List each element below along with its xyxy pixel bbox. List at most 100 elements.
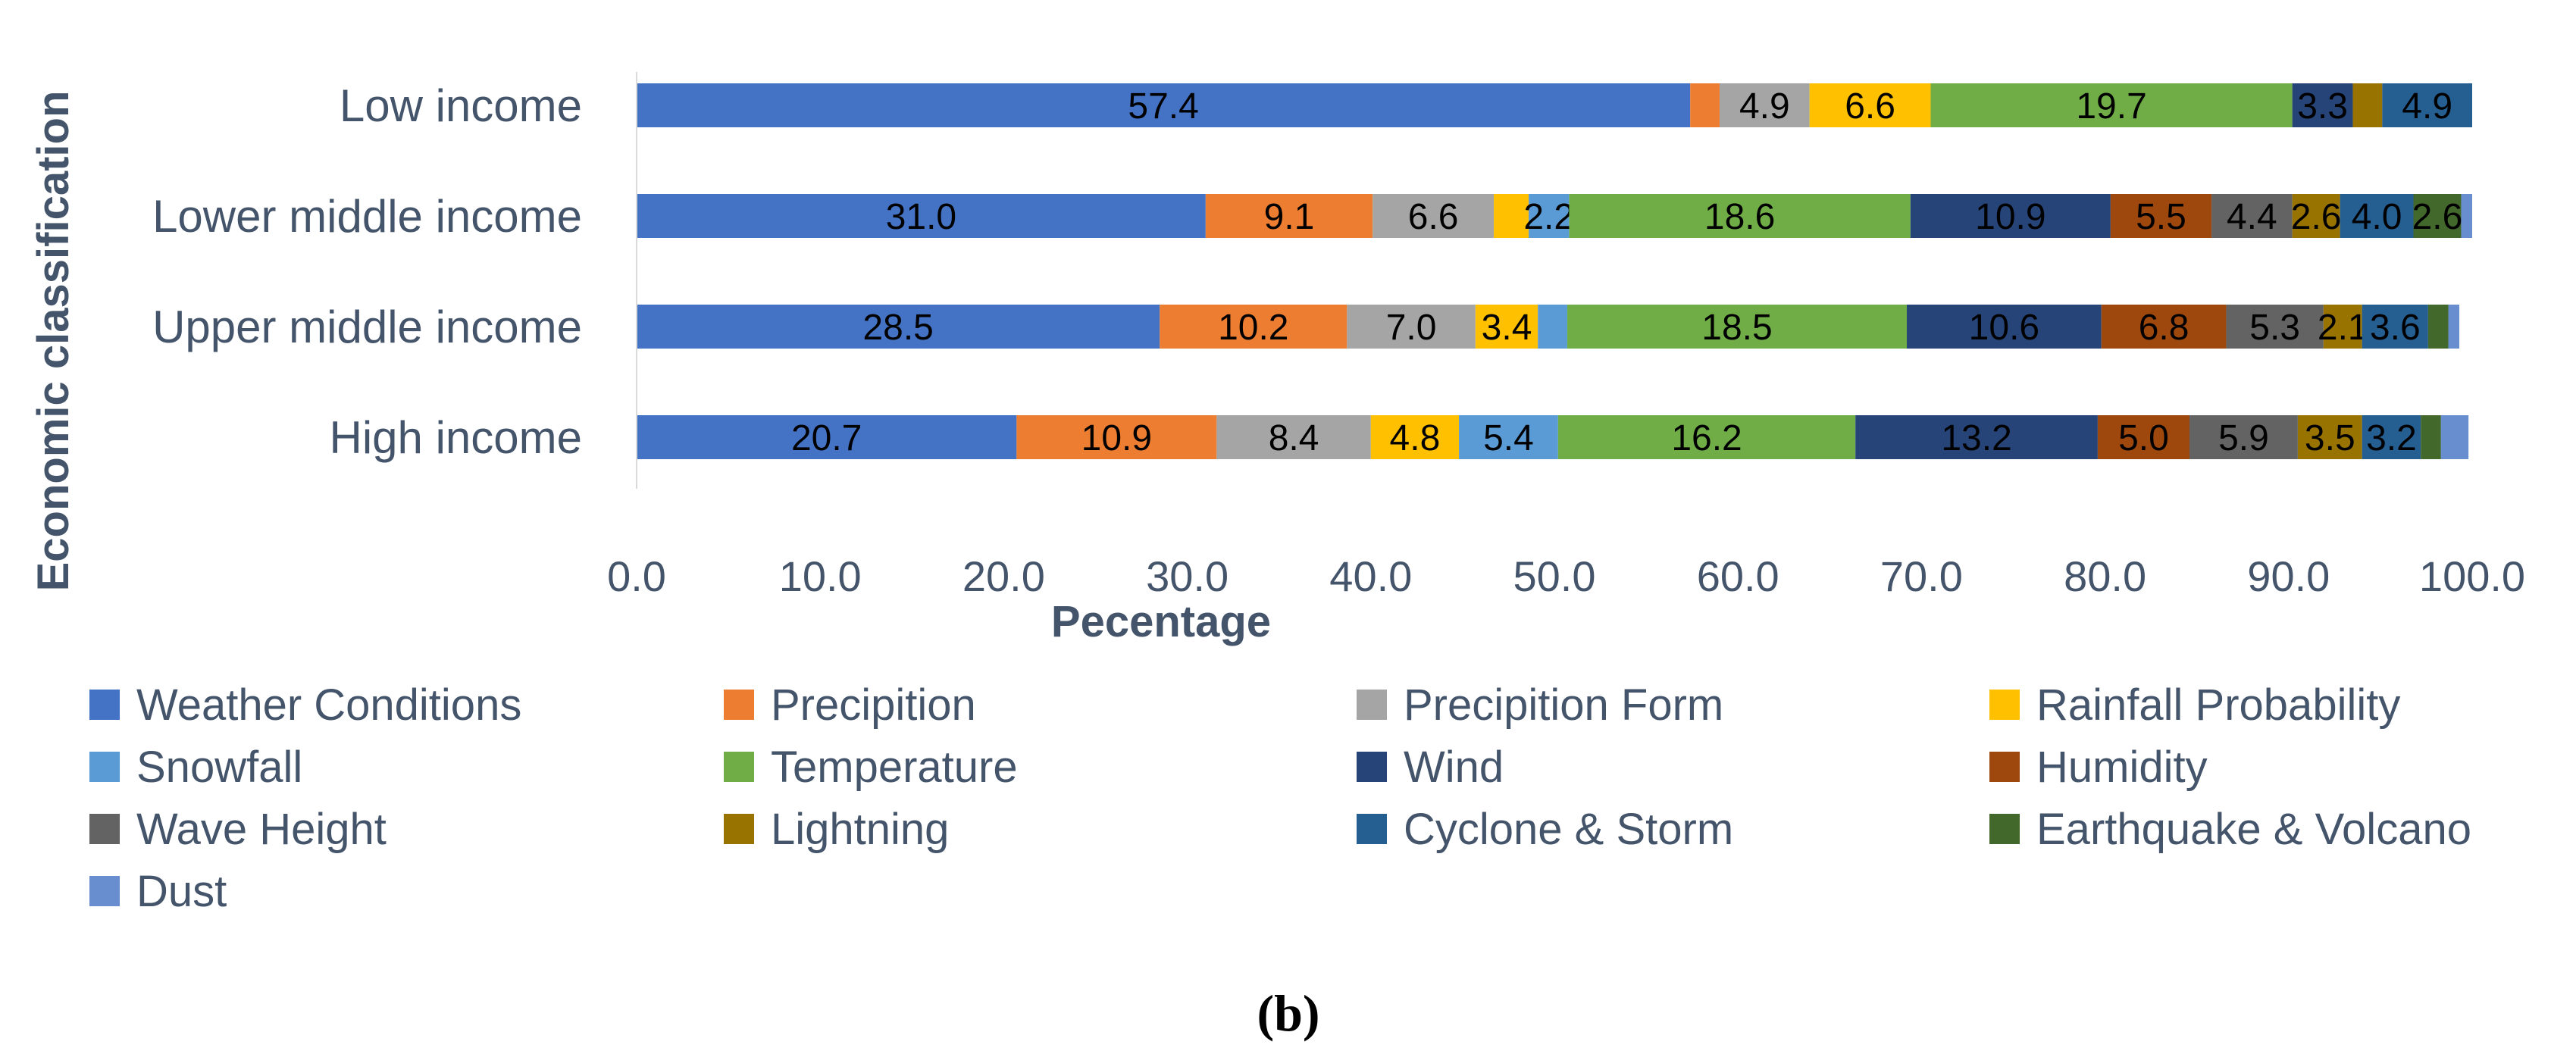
x-tick-label: 60.0 [1697, 552, 1779, 600]
data-label: 4.8 [1390, 418, 1441, 458]
bar-segment [1370, 415, 1460, 459]
legend-swatch [1357, 814, 1387, 844]
data-label: 20.7 [791, 418, 862, 458]
y-tick-label: High income [330, 412, 583, 463]
data-label: 4.0 [2352, 197, 2402, 237]
bar-segment [1475, 305, 1538, 349]
data-label: 6.6 [1845, 86, 1895, 127]
bar-segment [2448, 305, 2460, 349]
data-label: 2.6 [2291, 197, 2342, 237]
legend-swatch [1989, 690, 2020, 720]
x-tick-label: 70.0 [1880, 552, 1963, 600]
bar-segment [637, 83, 1691, 127]
bar-segment [1016, 415, 1217, 459]
bar-segment [1567, 305, 1908, 349]
bar-segment [2362, 305, 2428, 349]
data-label: 2.2 [1523, 197, 1574, 237]
data-label: 13.2 [1941, 418, 2011, 458]
data-label: 3.3 [2297, 86, 2348, 127]
bar-segment [637, 194, 1206, 238]
data-label: 19.7 [2076, 86, 2146, 127]
x-axis-title: Pecentage [1051, 597, 1271, 646]
bar-segment [1809, 83, 1931, 127]
data-label: 5.5 [2136, 197, 2186, 237]
data-label: 3.2 [2366, 418, 2417, 458]
data-label: 10.2 [1218, 308, 1288, 348]
bar-segment [2440, 415, 2469, 459]
data-label: 5.3 [2249, 308, 2300, 348]
data-label: 2.6 [2412, 197, 2463, 237]
legend-swatch [89, 690, 120, 720]
legend-label: Precipition Form [1404, 680, 1723, 730]
bar-segment [2382, 83, 2472, 127]
legend-item: Temperature [724, 743, 1018, 792]
bar-segment [1690, 83, 1720, 127]
legend-item: Humidity [1989, 743, 2208, 792]
legend-swatch [1989, 752, 2020, 782]
data-label: 3.6 [2370, 308, 2421, 348]
data-label: 3.4 [1482, 308, 1532, 348]
x-tick-label: 40.0 [1329, 552, 1412, 600]
bar-segment [2340, 194, 2414, 238]
bar-segment [1529, 194, 1570, 238]
data-label: 7.0 [1386, 308, 1437, 348]
bar-segment [2362, 415, 2421, 459]
data-label: 31.0 [886, 197, 956, 237]
plot-area: 57.4 4.9 6.6 19.7 3.3 4.9 31.0 9.1 6.6 2.2 18.6 10.… [637, 83, 2472, 459]
legend-label: Dust [136, 867, 227, 916]
bar-segment [1538, 305, 1567, 349]
data-label: 28.5 [862, 308, 933, 348]
data-label: 5.4 [1483, 418, 1534, 458]
legend-item: Precipition [724, 680, 976, 730]
bar-segment [1494, 194, 1529, 238]
data-label: 9.1 [1264, 197, 1315, 237]
data-label: 3.5 [2305, 418, 2355, 458]
data-label: 10.6 [1969, 308, 2039, 348]
data-label: 10.9 [1975, 197, 2045, 237]
data-label: 6.8 [2139, 308, 2189, 348]
bar-segment [1569, 194, 1911, 238]
bar-segment [2323, 305, 2362, 349]
data-label: 6.6 [1408, 197, 1459, 237]
data-label: 4.9 [2402, 86, 2452, 127]
y-axis-title: Economic classification [29, 91, 78, 592]
bar-segment [2292, 194, 2340, 238]
bar-segment [2292, 83, 2353, 127]
legend-item: Precipition Form [1357, 680, 1723, 730]
bar-segment [2413, 194, 2462, 238]
x-tick-label: 20.0 [962, 552, 1045, 600]
legend-item: Dust [89, 867, 227, 916]
legend-swatch [89, 752, 120, 782]
legend-item: Snowfall [89, 743, 302, 792]
bar-segment [637, 305, 1160, 349]
bar-segment [1373, 194, 1495, 238]
data-label: 4.4 [2227, 197, 2277, 237]
y-axis-tick-labels: Low income Lower middle income Upper middl… [152, 80, 582, 463]
bar-segment [2297, 415, 2362, 459]
legend-item: Earthquake & Volcano [1989, 805, 2471, 854]
bar-segment [2352, 83, 2383, 127]
data-label: 10.9 [1081, 418, 1152, 458]
x-tick-label: 100.0 [2419, 552, 2525, 600]
bar-segment [2427, 305, 2449, 349]
data-label: 2.1 [2318, 308, 2368, 348]
bar-segment [1907, 305, 2102, 349]
legend-label: Wind [1404, 743, 1504, 792]
bar-segment [2421, 415, 2441, 459]
x-tick-label: 50.0 [1513, 552, 1596, 600]
bar-segment [1855, 415, 2098, 459]
data-label: 57.4 [1128, 86, 1198, 127]
legend-swatch [724, 814, 754, 844]
legend-item: Lightning [724, 805, 949, 854]
bar-segment [2110, 194, 2212, 238]
legend-item: Wind [1357, 743, 1504, 792]
legend-swatch [1357, 752, 1387, 782]
bar-segment [1205, 194, 1373, 238]
bar-segment [1719, 83, 1810, 127]
legend-swatch [724, 690, 754, 720]
data-label: 5.9 [2218, 418, 2269, 458]
bar-segment [2226, 305, 2324, 349]
bar-segment [1347, 305, 1476, 349]
legend-item: Weather Conditions [89, 680, 521, 730]
